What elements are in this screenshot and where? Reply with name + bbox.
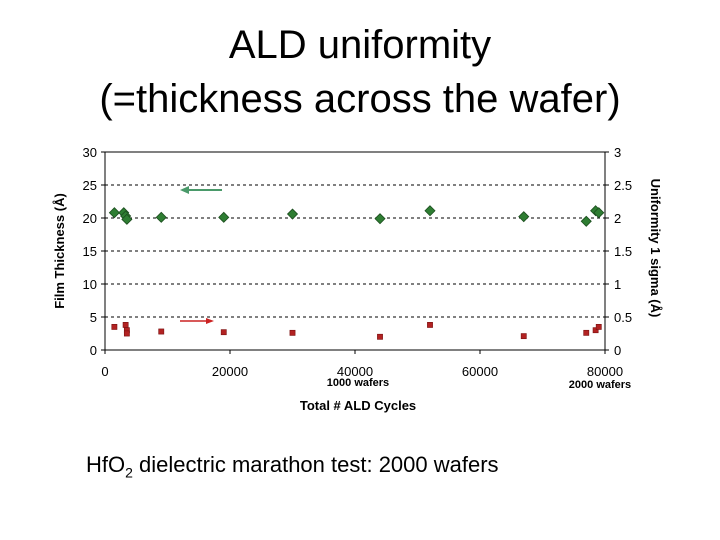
uniformity-point [377, 333, 383, 340]
uniformity-point [122, 322, 129, 328]
caption-subscript: 2 [125, 464, 133, 481]
x-tick-label: 0 [101, 364, 108, 379]
caption-hf: Hf [86, 452, 108, 477]
y2-tick-label: 2 [614, 211, 621, 226]
slide-title-line1: ALD uniformity [228, 23, 492, 67]
uniformity-point [592, 327, 599, 334]
y-tick-label: 20 [83, 211, 97, 226]
y-tick-label: 30 [83, 145, 97, 160]
uniformity-point [427, 322, 433, 328]
y-tick-label: 15 [83, 244, 97, 259]
caption-text: dielectric marathon test: 2000 wafers [132, 452, 499, 477]
y2-tick-label: 0.5 [614, 310, 632, 325]
x-tick-label: 20000 [212, 364, 248, 379]
thickness-point [218, 211, 230, 223]
slide-caption: HfO2 dielectric marathon test: 2000 wafe… [86, 452, 499, 485]
y2-tick-label: 2.5 [614, 178, 632, 193]
y-axis-label: Film Thickness (Å) [52, 193, 67, 309]
uniformity-point [595, 323, 602, 330]
uniformity-point [220, 329, 227, 336]
y2-tick-label: 1.5 [614, 244, 632, 259]
y2-tick-label: 1 [614, 277, 621, 292]
thickness-point [155, 211, 167, 223]
y2-tick-label: 0 [614, 343, 621, 358]
thickness-point [518, 211, 530, 223]
thickness-point [121, 213, 133, 225]
y2-axis-label: Uniformity 1 sigma (Å) [648, 179, 663, 318]
uniformity-point [111, 323, 118, 330]
caption-o: O [108, 452, 126, 477]
slide-title-line2: (=thickness across the wafer) [99, 77, 621, 121]
annotation-1000-wafers: 1000 wafers [327, 377, 389, 389]
thickness-point [424, 205, 436, 217]
y-tick-label: 25 [83, 178, 97, 193]
y-tick-label: 10 [83, 277, 97, 292]
x-tick-label: 40000 [337, 364, 373, 379]
x-axis-label: Total # ALD Cycles [300, 398, 416, 413]
thickness-point [593, 207, 605, 219]
x-tick-label: 60000 [462, 364, 498, 379]
uniformity-point [289, 329, 296, 336]
x-tick-label: 80000 [587, 364, 623, 379]
annotation-2000-wafers: 2000 wafers [569, 379, 631, 391]
thickness-point [108, 207, 120, 219]
uniformity-point [158, 328, 165, 335]
uniformity-point [583, 329, 590, 336]
thickness-point [580, 215, 592, 227]
thickness-point [286, 208, 299, 220]
y2-tick-label: 3 [614, 145, 621, 160]
thickness-point [374, 213, 386, 225]
y-tick-label: 5 [90, 310, 97, 325]
uniformity-axis-arrowhead [206, 318, 214, 324]
thickness-axis-arrowhead [180, 186, 189, 194]
y-tick-label: 0 [90, 343, 97, 358]
uniformity-point [123, 330, 130, 337]
uniformity-point [520, 333, 527, 340]
